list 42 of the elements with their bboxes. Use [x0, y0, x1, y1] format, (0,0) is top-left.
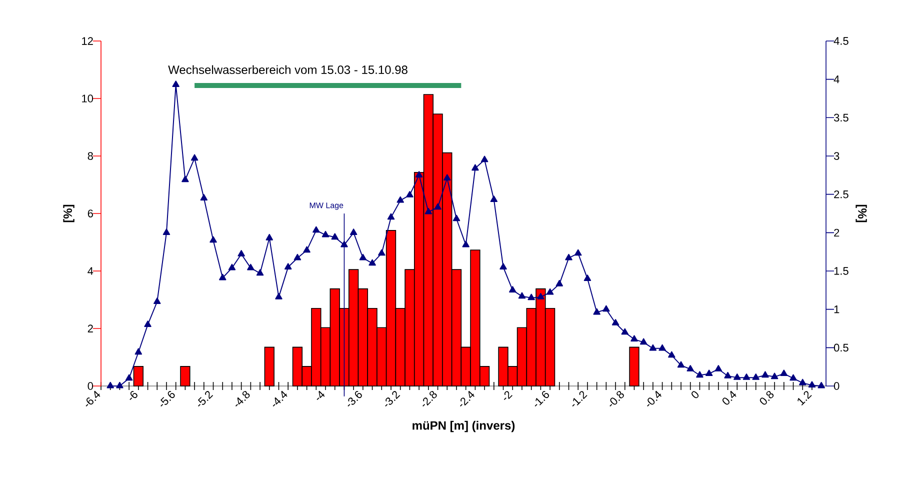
y2-tick-label: 3 [834, 152, 840, 160]
y-tick-label: 10 [82, 94, 94, 102]
y2-tick-label: 2.5 [834, 190, 848, 198]
y2-tick-label: 3.5 [834, 114, 848, 122]
y2-tick-label: 2 [834, 228, 840, 237]
x-tick-label: -0.8 [610, 391, 624, 406]
x-tick-label: -6 [130, 391, 138, 400]
x-tick-label: 0 [692, 391, 699, 398]
x-tick-label: 1.2 [798, 391, 812, 406]
y2-tick-label: 1.5 [834, 267, 848, 275]
y2-tick-label: 0 [834, 382, 840, 390]
y2-axis-title: [%] [856, 204, 867, 222]
y2-tick-label: 0.5 [834, 344, 848, 352]
x-tick-label: -2.4 [460, 390, 474, 407]
y-tick-label: 12 [82, 37, 93, 45]
x-tick-label: -6.4 [86, 390, 100, 406]
y2-tick-label: 1 [834, 306, 840, 314]
x-axis-title: müPN [m] (invers) [412, 420, 515, 432]
x-tick-label: -5.6 [160, 391, 175, 406]
x-tick-label: -4.8 [235, 391, 250, 406]
y2-tick-label: 4 [834, 76, 840, 84]
series-label: Wechselwasserbereich vom 15.03 - 15.10.98 [168, 65, 408, 74]
y-tick-label: 2 [88, 324, 93, 332]
x-tick-label: 0.8 [760, 391, 774, 405]
x-tick-label: -4.4 [272, 390, 288, 406]
y-axis-title: [%] [63, 204, 74, 222]
y2-tick-label: 4.5 [834, 37, 848, 45]
ref-line-label: MW Lage [310, 202, 344, 210]
y-tick-label: 0 [88, 382, 94, 390]
y-tick-label: 4 [88, 267, 94, 275]
x-tick-label: -5.2 [198, 391, 214, 406]
x-tick-label: -1.6 [534, 391, 549, 406]
x-tick-label: -4 [316, 390, 325, 400]
x-tick-label: 0.4 [722, 390, 736, 405]
x-tick-label: -2.8 [422, 391, 437, 406]
x-tick-label: -0.4 [647, 390, 662, 406]
x-tick-label: -1.2 [572, 391, 588, 407]
y-tick-label: 8 [88, 152, 93, 160]
y-tick-label: 6 [88, 210, 93, 218]
x-tick-label: -3.2 [385, 391, 400, 406]
x-tick-label: -2 [504, 391, 512, 400]
x-tick-label: -3.6 [348, 391, 362, 406]
